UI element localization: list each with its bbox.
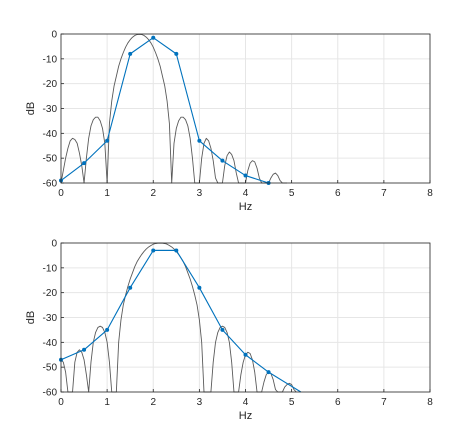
y-tick-label: 0 bbox=[51, 239, 57, 250]
y-tick-label: 0 bbox=[51, 30, 57, 41]
data-point bbox=[128, 51, 133, 56]
y-tick-label: -60 bbox=[43, 179, 58, 190]
data-point bbox=[197, 138, 202, 143]
y-axis-label: dB bbox=[25, 311, 37, 324]
data-point bbox=[105, 327, 110, 332]
x-tick-label: 7 bbox=[381, 188, 387, 199]
y-tick-label: -30 bbox=[43, 313, 58, 324]
x-tick-label: 5 bbox=[289, 188, 295, 199]
data-point bbox=[105, 138, 110, 143]
x-tick-label: 4 bbox=[243, 397, 249, 408]
x-tick-label: 6 bbox=[335, 188, 341, 199]
series-line-4 bbox=[268, 371, 302, 393]
data-point bbox=[151, 35, 156, 40]
x-tick-label: 8 bbox=[427, 397, 433, 408]
data-point bbox=[243, 173, 248, 178]
y-tick-label: -60 bbox=[43, 388, 58, 399]
y-tick-label: -10 bbox=[43, 54, 58, 65]
data-point bbox=[128, 285, 133, 290]
x-tick-label: 0 bbox=[58, 397, 64, 408]
x-tick-label: 1 bbox=[104, 397, 110, 408]
series-line-2 bbox=[60, 37, 269, 184]
y-tick-label: -20 bbox=[43, 79, 58, 90]
x-tick-label: 1 bbox=[104, 188, 110, 199]
x-tick-label: 6 bbox=[335, 397, 341, 408]
series-line-1 bbox=[60, 33, 288, 184]
y-tick-label: -50 bbox=[43, 154, 58, 165]
x-tick-label: 0 bbox=[58, 188, 64, 199]
x-axis-label: Hz bbox=[239, 201, 252, 213]
chart-panel-2: 0 1 2 3 4 5 6 7 8 0 -10 -20 -30 -40 -50 -60 Hz dB bbox=[25, 239, 433, 423]
y-tick-label: -40 bbox=[43, 338, 58, 349]
x-tick-label: 7 bbox=[381, 397, 387, 408]
data-point bbox=[174, 51, 179, 56]
x-tick-label: 3 bbox=[197, 397, 203, 408]
y-tick-label: -50 bbox=[43, 363, 58, 374]
x-tick-label: 2 bbox=[150, 188, 156, 199]
y-tick-label: -10 bbox=[43, 263, 58, 274]
data-point bbox=[82, 161, 87, 166]
y-tick-label: -40 bbox=[43, 129, 58, 140]
x-axis-label: Hz bbox=[239, 410, 252, 422]
x-tick-label: 4 bbox=[243, 188, 249, 199]
data-point bbox=[220, 158, 225, 163]
data-point bbox=[197, 285, 202, 290]
x-tick-label: 5 bbox=[289, 397, 295, 408]
data-point bbox=[82, 347, 87, 352]
data-point bbox=[220, 327, 225, 332]
x-tick-label: 3 bbox=[197, 188, 203, 199]
data-point bbox=[174, 248, 179, 253]
y-axis-label: dB bbox=[25, 102, 37, 115]
x-tick-label: 8 bbox=[427, 188, 433, 199]
y-tick-label: -20 bbox=[43, 288, 58, 299]
chart-panel-1: 0 1 2 3 4 5 6 7 8 0 -10 -20 -30 -40 -50 -60 Hz dB bbox=[25, 30, 433, 214]
y-tick-label: -30 bbox=[43, 104, 58, 115]
x-tick-label: 2 bbox=[150, 397, 156, 408]
data-point bbox=[243, 352, 248, 357]
